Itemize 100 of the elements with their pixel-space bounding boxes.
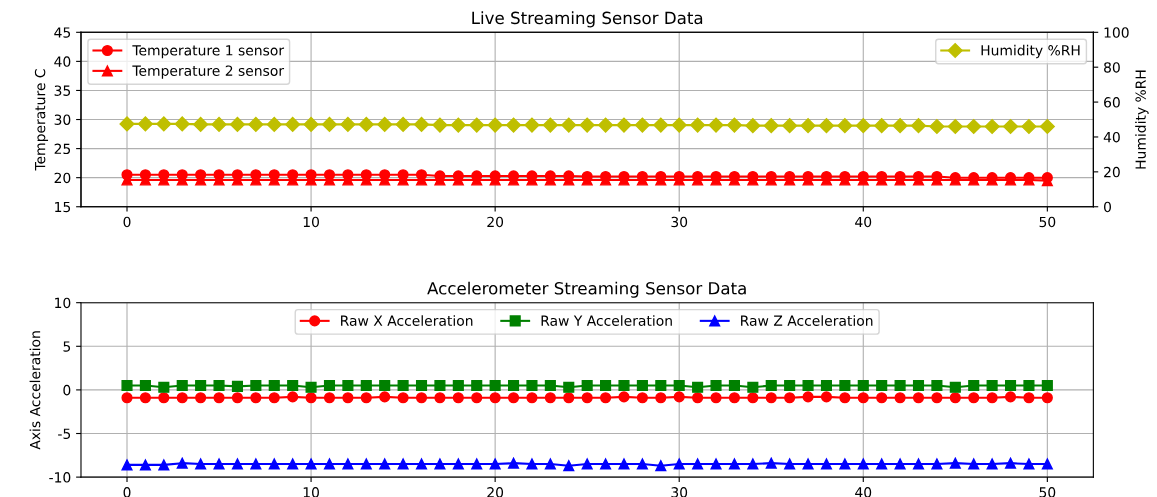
point [765, 392, 777, 404]
y-tick-label: 40 [54, 56, 71, 67]
y2-tick-label: 100 [1104, 27, 1129, 38]
point [986, 392, 998, 404]
point [765, 457, 777, 469]
y-axis-title: Axis Acceleration [29, 331, 41, 450]
y2-tick-label: 0 [1104, 201, 1111, 213]
point [250, 392, 262, 404]
point [968, 392, 980, 404]
point [489, 379, 501, 392]
point [912, 392, 925, 404]
point [618, 458, 630, 470]
point [802, 458, 814, 470]
point [600, 379, 612, 392]
point [526, 458, 538, 470]
point [397, 379, 409, 392]
point [231, 392, 244, 404]
legend-label: Raw Z Acceleration [741, 315, 873, 326]
point [250, 379, 262, 392]
point [1004, 457, 1017, 469]
point [213, 458, 225, 470]
point [471, 458, 483, 470]
point [857, 379, 869, 392]
point [544, 392, 556, 404]
point [581, 379, 593, 392]
y-tick-label: 35 [54, 85, 71, 96]
point [231, 458, 244, 470]
point [747, 381, 759, 393]
y-tick-label: 30 [54, 114, 71, 125]
y2-tick-label: 20 [1104, 166, 1120, 178]
point [655, 379, 667, 392]
point [268, 379, 280, 392]
point [305, 392, 317, 404]
point [857, 392, 869, 404]
point [912, 379, 925, 392]
legend-label: Temperature 2 sensor [132, 65, 285, 79]
point [397, 458, 409, 470]
point [618, 379, 630, 392]
y2-tick-label: 60 [1104, 97, 1120, 108]
point [195, 379, 207, 392]
point [415, 392, 428, 404]
y-tick-label: 10 [55, 297, 71, 309]
point [1023, 458, 1035, 470]
x-tick-label: 50 [1039, 216, 1056, 228]
point [1023, 392, 1035, 404]
point [618, 391, 630, 403]
point [802, 379, 814, 392]
point [360, 458, 372, 470]
point [158, 381, 170, 393]
point [323, 392, 336, 404]
point [636, 458, 648, 470]
x-tick-label: 40 [855, 216, 872, 228]
point [912, 458, 925, 470]
point [287, 379, 299, 392]
point [287, 458, 299, 470]
y-tick-label: 20 [54, 172, 71, 184]
point [931, 392, 943, 404]
x-tick-label: 10 [303, 216, 319, 228]
point [526, 379, 538, 392]
point [250, 458, 262, 470]
point [894, 379, 906, 392]
point [747, 458, 759, 470]
point [434, 379, 446, 392]
point [728, 458, 740, 470]
point [673, 379, 685, 392]
point [158, 392, 170, 404]
point [379, 379, 391, 392]
point [986, 379, 998, 392]
point [1004, 391, 1017, 403]
point [820, 379, 833, 392]
point [158, 459, 170, 471]
point [452, 458, 464, 470]
point [397, 392, 409, 404]
x-tick-label: 0 [123, 487, 131, 497]
point [636, 392, 648, 404]
chart-title: Live Streaming Sensor Data [472, 11, 703, 28]
point [581, 458, 593, 470]
point [581, 392, 593, 404]
point [434, 458, 446, 470]
point [857, 458, 869, 470]
point [360, 392, 372, 404]
point [176, 457, 188, 469]
point [342, 458, 354, 470]
point [784, 458, 796, 470]
point [710, 392, 722, 404]
point [820, 391, 833, 403]
point [931, 458, 943, 470]
point [139, 392, 151, 404]
x-tick-label: 30 [671, 487, 688, 497]
point [121, 392, 133, 404]
point [894, 458, 906, 470]
point [1041, 379, 1053, 392]
point [471, 379, 483, 392]
y-tick-label: 25 [54, 143, 71, 155]
point [636, 379, 648, 392]
point [655, 460, 667, 472]
y2-axis-title: Humidity %RH [1135, 70, 1149, 169]
point [1041, 392, 1053, 404]
point [968, 458, 980, 470]
point [139, 459, 151, 471]
